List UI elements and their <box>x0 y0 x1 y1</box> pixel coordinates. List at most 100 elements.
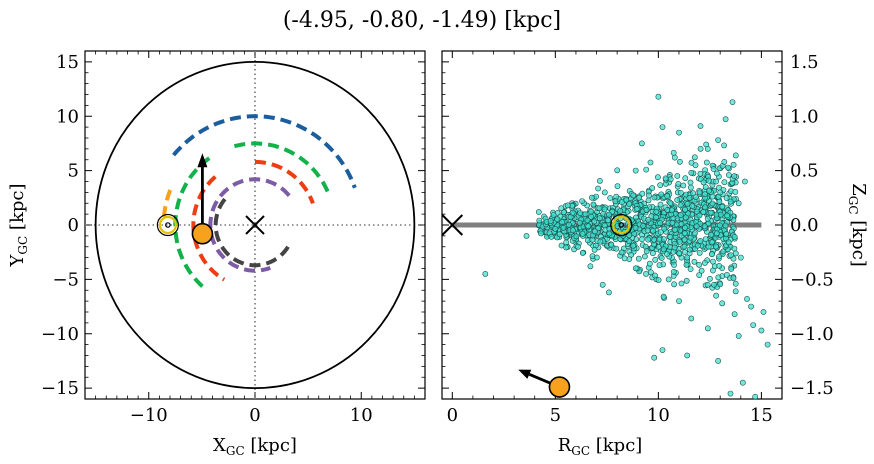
right-x-tick-label: 5 <box>550 405 561 426</box>
star-point <box>659 347 666 353</box>
star-point <box>621 255 628 262</box>
star-point <box>636 194 642 201</box>
star-point <box>702 191 708 198</box>
star-point <box>597 238 604 245</box>
star-point <box>725 164 731 171</box>
star-point <box>607 195 614 201</box>
star-point <box>691 258 698 265</box>
star-point <box>626 238 633 245</box>
galaxy-boundary-circle <box>94 60 416 390</box>
star-point <box>692 162 699 169</box>
star-point <box>715 357 721 364</box>
star-point <box>676 298 682 304</box>
spiral-arm-segment <box>208 177 291 273</box>
star-point <box>696 272 703 278</box>
star-point <box>702 259 708 266</box>
star-point <box>656 262 663 269</box>
star-point <box>737 254 744 261</box>
star-point <box>706 187 712 194</box>
left-y-tick-label: 0 <box>68 215 79 236</box>
left-y-axis-label-subscript: GC <box>16 236 30 255</box>
star-point <box>716 253 722 260</box>
star-point <box>696 249 703 256</box>
star-point <box>651 194 658 201</box>
star-point <box>732 280 739 287</box>
star-point <box>721 142 727 149</box>
star-point <box>758 327 765 334</box>
star-point <box>732 188 739 195</box>
galactic-center-marker <box>245 215 265 235</box>
star-point <box>710 258 716 265</box>
star-point <box>707 209 714 216</box>
star-point <box>725 239 732 246</box>
star-point <box>731 173 738 180</box>
right-x-tick-label: 15 <box>750 405 773 426</box>
star-point <box>548 233 555 240</box>
star-point <box>732 288 739 295</box>
right-y-axis-label: ZGC [kpc] <box>846 183 869 267</box>
right-y-tick-label: −1.5 <box>790 378 834 399</box>
star-point <box>606 230 613 237</box>
right-y-tick-label: −1.0 <box>790 324 834 345</box>
star-point <box>692 194 699 200</box>
star-point <box>682 206 688 213</box>
star-point <box>643 248 650 255</box>
star-point <box>687 179 694 186</box>
star-point <box>665 276 672 283</box>
star-point <box>732 250 739 257</box>
star-point <box>716 222 723 229</box>
star-point <box>688 184 694 191</box>
star-point <box>724 271 730 278</box>
star-point <box>643 166 650 173</box>
star-point <box>632 167 639 174</box>
star-point <box>614 167 621 174</box>
right-y-tick-label: 0.0 <box>790 215 819 236</box>
star-point <box>482 270 489 277</box>
left-y-tick-label: −5 <box>52 269 79 290</box>
star-point <box>664 193 671 199</box>
star-point <box>730 275 737 282</box>
left-x-tick-label: −10 <box>130 405 168 426</box>
star-point <box>599 281 606 288</box>
star-point <box>697 123 704 129</box>
star-point <box>750 322 757 328</box>
star-point <box>645 236 651 243</box>
star-point <box>612 198 619 205</box>
star-point <box>680 182 687 189</box>
star-point <box>650 250 656 257</box>
star-point <box>674 173 681 179</box>
star-point <box>735 200 742 207</box>
star-point <box>724 212 730 219</box>
right-x-axis-label: RGC [kpc] <box>558 435 643 458</box>
left-y-axis-label: YGC [kpc] <box>7 184 30 268</box>
star-point <box>661 236 667 243</box>
star-point <box>577 210 584 216</box>
star-point <box>623 197 630 204</box>
star-point <box>688 169 695 176</box>
star-point <box>731 311 738 318</box>
star-point <box>601 189 608 196</box>
right-y-tick-label: −0.5 <box>790 269 834 290</box>
star-point <box>681 230 688 237</box>
star-point <box>744 295 750 302</box>
left-y-axis-label-main: Y <box>7 253 28 267</box>
right-x-tick-label: 0 <box>447 405 458 426</box>
star-point <box>714 170 720 177</box>
star-point <box>708 231 715 238</box>
star-point <box>676 238 683 245</box>
star-point <box>687 266 694 272</box>
star-point <box>713 230 720 237</box>
star-point <box>671 244 678 251</box>
star-point <box>690 190 696 197</box>
star-point <box>722 222 729 229</box>
star-point <box>653 208 660 215</box>
star-point <box>696 189 703 196</box>
star-point <box>655 93 662 100</box>
star-point <box>717 281 724 288</box>
star-point <box>719 203 726 210</box>
left-sun-marker-ring <box>158 215 177 235</box>
spiral-arm-segment <box>172 114 357 189</box>
star-point <box>710 267 716 274</box>
star-point <box>701 223 708 230</box>
